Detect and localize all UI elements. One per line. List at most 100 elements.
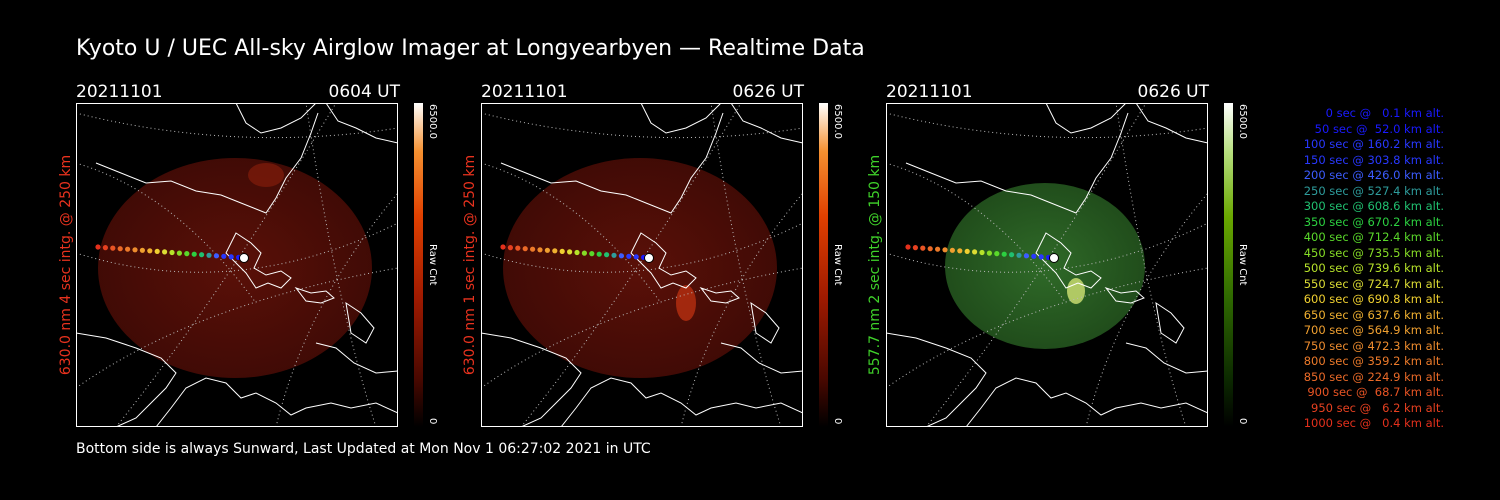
panel-3-date: 20211101 <box>886 82 973 102</box>
trajectory-point <box>552 248 558 254</box>
coastline <box>1045 103 1127 134</box>
panel-frame <box>76 103 398 427</box>
panel-2-time: 0626 UT <box>732 82 805 102</box>
trajectory-point <box>522 246 528 252</box>
trajectory-point <box>213 253 219 259</box>
legend-row: 200 sec @ 426.0 km alt. <box>1303 168 1444 182</box>
coastline <box>155 377 398 427</box>
trajectory-point <box>1016 252 1022 258</box>
panel-1-colorbar-max: 6500.0 <box>427 104 438 139</box>
trajectory-point <box>184 251 190 257</box>
coastline <box>325 103 398 144</box>
trajectory-point <box>905 244 911 250</box>
coastline <box>905 112 1129 214</box>
trajectory-point <box>544 247 550 253</box>
trajectory-point <box>169 249 175 256</box>
trajectory-point <box>191 251 197 257</box>
panel-2-allsky-image <box>481 103 803 427</box>
panel-1-colorbar-unit: Raw Cnt <box>427 244 438 286</box>
trajectory-point <box>95 244 101 250</box>
trajectory-point <box>935 246 941 252</box>
sky-image <box>98 158 372 378</box>
trajectory-point <box>507 245 513 251</box>
panel-1-colorbar <box>414 103 423 427</box>
legend-row: 300 sec @ 608.6 km alt. <box>1303 199 1444 213</box>
coastline <box>1035 232 1102 289</box>
legend-row: 250 sec @ 527.4 km alt. <box>1303 183 1444 198</box>
coastline <box>965 377 1208 427</box>
legend-row: 0 sec @ 0.1 km alt. <box>1325 106 1444 120</box>
coastline <box>1135 103 1208 144</box>
trajectory-point <box>117 246 123 252</box>
coastline <box>730 103 803 144</box>
trajectory-point <box>199 252 205 258</box>
trajectory-point <box>500 244 506 250</box>
panel-1-colorbar-min: 0 <box>427 418 438 425</box>
panel-1-time: 0604 UT <box>328 82 401 102</box>
trajectory-point <box>206 252 212 258</box>
coastline <box>699 287 740 304</box>
panel-1-allsky-image <box>76 103 398 427</box>
coastline <box>76 332 177 427</box>
panel-3-colorbar-max: 6500.0 <box>1237 104 1248 139</box>
trajectory-point <box>957 248 963 254</box>
trajectory-point <box>147 248 153 254</box>
panel-3-ylabel: 557.7 nm 2 sec intg. @ 150 km <box>867 154 883 376</box>
legend-row: 50 sec @ 52.0 km alt. <box>1314 121 1444 136</box>
airglow-spot <box>676 285 696 321</box>
trajectory-point <box>176 250 182 256</box>
trajectory-point <box>1031 253 1037 259</box>
legend-row: 950 sec @ 6.2 km alt. <box>1311 400 1444 415</box>
trajectory-point <box>110 245 116 251</box>
coastline <box>750 301 780 344</box>
trajectory-point <box>626 253 632 259</box>
trajectory-point <box>604 252 610 258</box>
legend-row: 150 sec @ 303.8 km alt. <box>1303 152 1444 167</box>
trajectory-point <box>1001 251 1007 257</box>
coastline <box>720 342 803 374</box>
legend-row: 750 sec @ 472.3 km alt. <box>1303 338 1444 353</box>
coastline <box>560 377 803 427</box>
trajectory-point <box>1038 254 1044 260</box>
lat-lon-grid <box>275 192 398 427</box>
legend-row: 500 sec @ 739.6 km alt. <box>1303 261 1444 275</box>
coastline <box>235 103 317 134</box>
trajectory-point <box>515 245 521 251</box>
coastline <box>886 332 987 427</box>
legend-row: 550 sec @ 724.7 km alt. <box>1303 276 1444 291</box>
trajectory-point <box>942 247 948 253</box>
trajectory-point <box>979 249 985 256</box>
trajectory-point <box>972 249 978 255</box>
trajectory-point <box>611 252 617 258</box>
aurora-spot <box>1067 278 1085 304</box>
trajectory-point <box>228 254 234 260</box>
trajectory-point <box>559 248 565 254</box>
footer-status: Bottom side is always Sunward, Last Upda… <box>76 441 651 457</box>
trajectory-point <box>154 248 160 254</box>
panel-2-date: 20211101 <box>481 82 568 102</box>
panel-frame <box>886 103 1208 427</box>
launch-site-marker <box>1049 253 1059 263</box>
trajectory-point <box>567 249 573 255</box>
legend-row: 700 sec @ 564.9 km alt. <box>1303 323 1444 337</box>
panel-3-allsky-image <box>886 103 1208 427</box>
page-title: Kyoto U / UEC All-sky Airglow Imager at … <box>76 36 865 61</box>
trajectory-point <box>530 246 536 252</box>
legend-row: 650 sec @ 637.6 km alt. <box>1303 307 1444 322</box>
trajectory-point <box>162 249 168 255</box>
legend-row: 400 sec @ 712.4 km alt. <box>1303 230 1444 244</box>
panel-1-date: 20211101 <box>76 82 163 102</box>
trajectory-point <box>949 247 955 253</box>
sky-image <box>503 158 777 378</box>
lat-lon-grid <box>1085 192 1208 427</box>
panel-2-colorbar-min: 0 <box>832 418 843 425</box>
coastline <box>1125 342 1208 374</box>
panel-frame <box>481 103 803 427</box>
trajectory-point <box>964 248 970 254</box>
legend-row: 900 sec @ 68.7 km alt. <box>1307 385 1444 399</box>
trajectory-point <box>139 247 145 253</box>
coastline <box>630 232 697 289</box>
trajectory-point <box>596 251 602 257</box>
legend-row: 800 sec @ 359.2 km alt. <box>1303 354 1444 368</box>
coastline <box>294 287 335 304</box>
